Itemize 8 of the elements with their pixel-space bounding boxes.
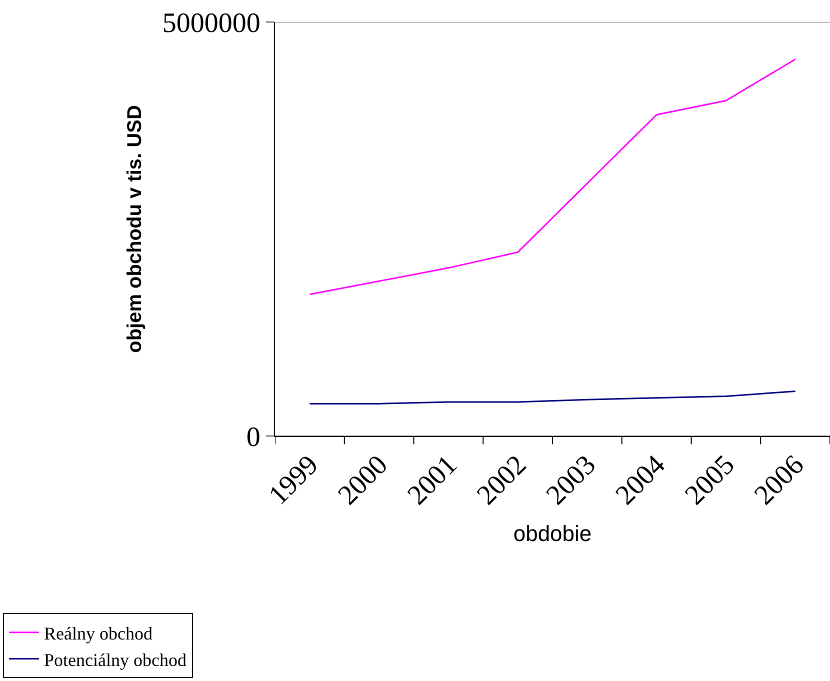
y-tick-label: 5000000 bbox=[162, 8, 260, 39]
legend-label: Potenciálny obchod bbox=[44, 650, 187, 670]
legend-label: Reálny obchod bbox=[44, 623, 153, 644]
line-series bbox=[308, 390, 796, 404]
line-series bbox=[308, 58, 796, 296]
y-axis-title: objem obchodu v tis. USD bbox=[124, 105, 146, 353]
x-axis-title: obdobie bbox=[513, 520, 592, 546]
y-tick-label: 0 bbox=[246, 422, 260, 453]
